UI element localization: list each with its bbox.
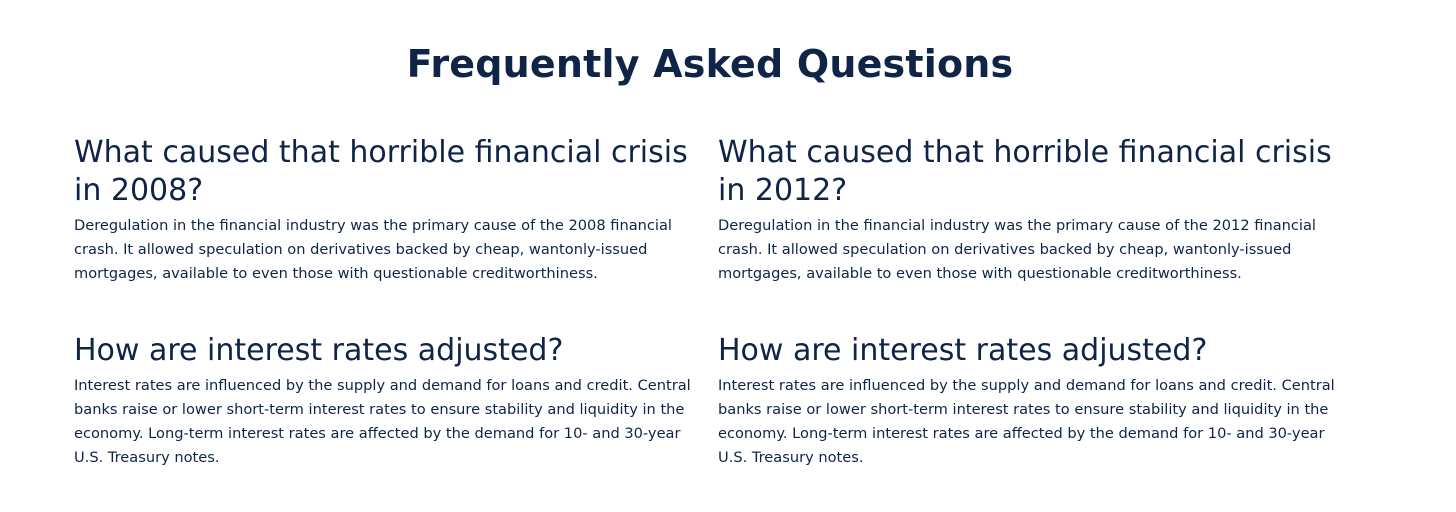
- faq-question: What caused that horrible financial cris…: [74, 135, 688, 208]
- faq-answer: Deregulation in the financial industry w…: [718, 217, 1316, 282]
- faq-question: What caused that horrible financial cris…: [718, 135, 1332, 208]
- faq-answer: Deregulation in the financial industry w…: [74, 217, 672, 282]
- faq-item: How are interest rates adjusted? Interes…: [74, 332, 704, 512]
- faq-answer: Interest rates are influenced by the sup…: [718, 377, 1335, 466]
- faq-answer: Interest rates are influenced by the sup…: [74, 377, 691, 466]
- faq-question: How are interest rates adjusted?: [74, 333, 564, 368]
- faq-item: What caused that horrible financial cris…: [74, 134, 704, 332]
- faq-question: How are interest rates adjusted?: [718, 333, 1208, 368]
- page-title: Frequently Asked Questions: [406, 42, 1014, 86]
- faq-item: How are interest rates adjusted? Interes…: [718, 332, 1348, 512]
- faq-item: What caused that horrible financial cris…: [718, 134, 1348, 332]
- faq-grid: What caused that horrible financial cris…: [74, 134, 1364, 512]
